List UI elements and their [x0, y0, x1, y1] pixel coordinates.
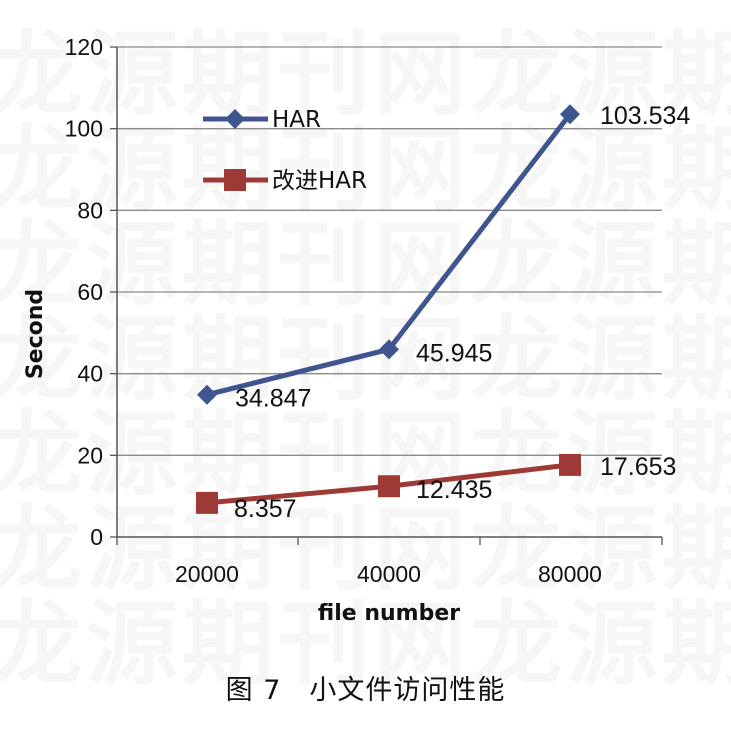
- data-point-square: [559, 453, 581, 476]
- x-axis-ticks: 20000 40000 80000: [116, 537, 663, 587]
- data-label: 17.653: [600, 453, 676, 481]
- y-axis-ticks: 0 20 40 60 80 100 120: [65, 34, 117, 550]
- y-tick-label: 60: [77, 279, 103, 305]
- y-axis-title: Second: [23, 289, 48, 379]
- y-tick-label: 80: [77, 197, 103, 223]
- line-chart: 0 20 40 60 80 100 120 20000 40000 80000 34.847 45…: [23, 34, 690, 626]
- y-tick-label: 100: [65, 116, 103, 142]
- data-point-square: [378, 475, 400, 498]
- data-point-diamond: [197, 384, 217, 405]
- data-label: 34.847: [235, 385, 311, 413]
- legend-marker-diamond: [225, 109, 245, 129]
- y-tick-label: 0: [90, 524, 103, 550]
- x-axis-title: file number: [318, 601, 460, 626]
- x-tick-label: 80000: [538, 561, 602, 587]
- series-group: 34.847 45.945 103.534 8.357 12.435 17.653: [196, 102, 690, 523]
- legend-label: HAR: [272, 107, 321, 133]
- y-tick-label: 120: [65, 34, 103, 60]
- data-label: 12.435: [416, 476, 492, 504]
- legend: HAR 改进HAR: [203, 107, 367, 194]
- x-tick-label: 40000: [357, 561, 421, 587]
- data-label: 103.534: [600, 102, 690, 130]
- x-tick-label: 20000: [175, 561, 239, 587]
- data-label: 8.357: [234, 495, 297, 523]
- data-point-diamond: [379, 339, 399, 360]
- data-point-diamond: [560, 104, 580, 125]
- figure-caption: 图 7 小文件访问性能: [225, 675, 506, 706]
- legend-label: 改进HAR: [272, 168, 367, 194]
- data-point-square: [196, 491, 218, 514]
- y-tick-label: 20: [77, 442, 103, 468]
- legend-marker-square: [224, 169, 246, 191]
- data-label: 45.945: [416, 339, 492, 367]
- y-tick-label: 40: [77, 361, 103, 387]
